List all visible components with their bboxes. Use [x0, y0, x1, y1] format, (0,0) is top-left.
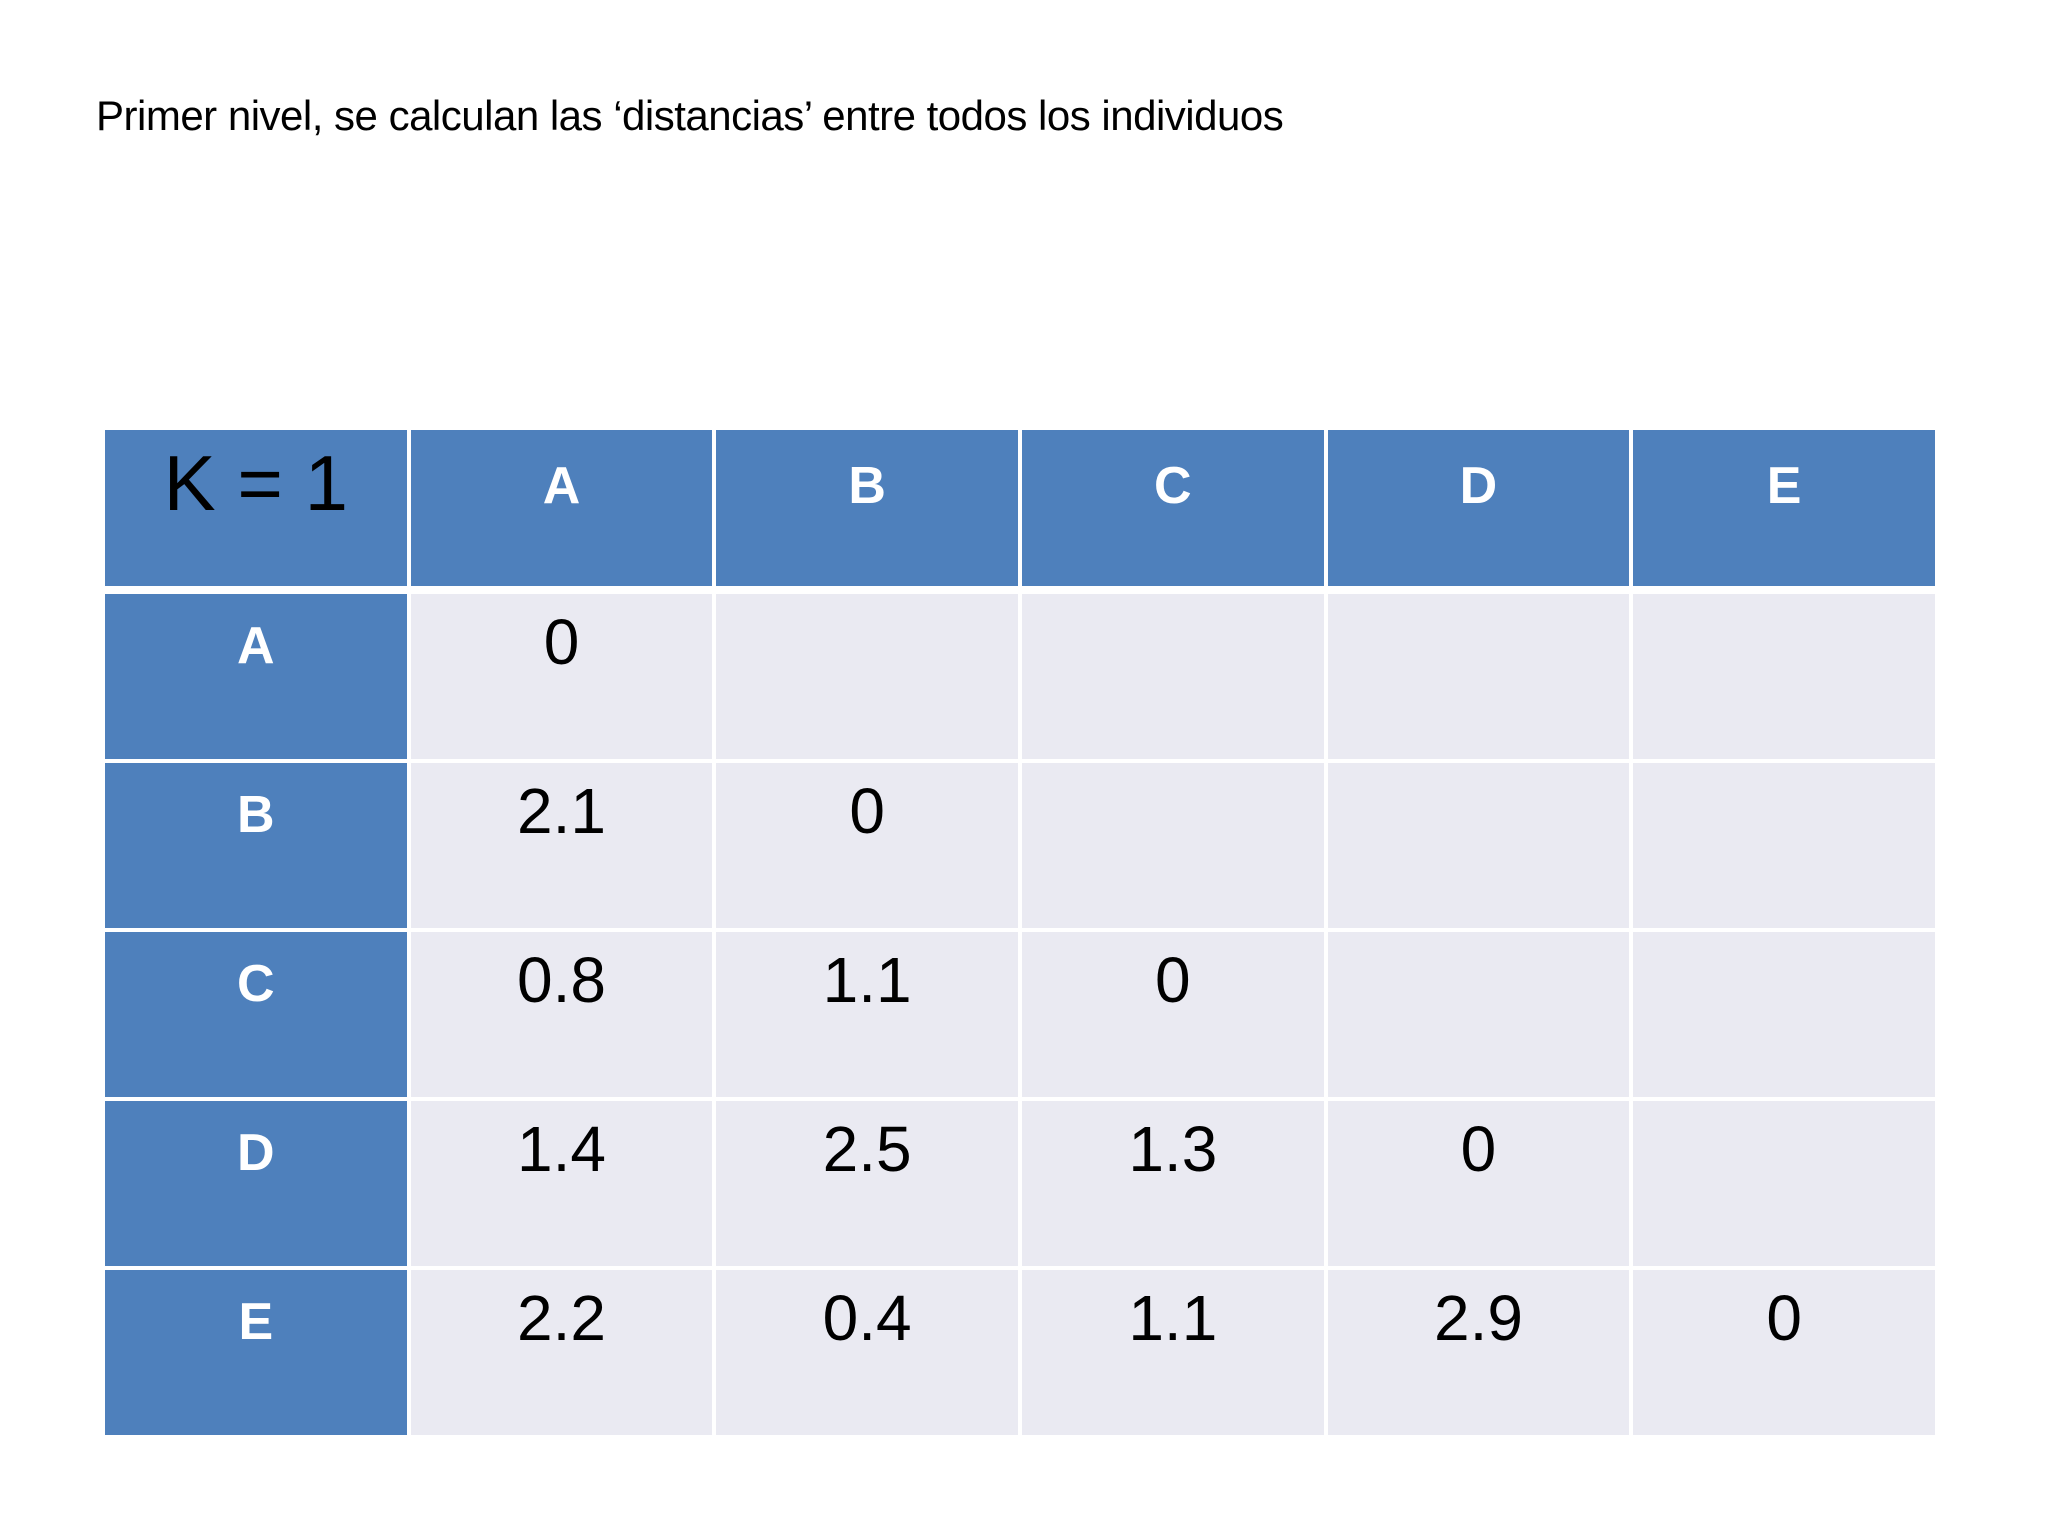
col-header-e: E	[1633, 430, 1935, 590]
distance-cell-b-a: 2.1	[410, 763, 713, 928]
distance-matrix-table: K = 1 A B C D E A 0 B 2.1 0	[101, 426, 1939, 1439]
row-label-d: D	[105, 1101, 407, 1266]
col-header-d: D	[1327, 430, 1630, 590]
distance-cell-d-c: 1.3	[1021, 1101, 1324, 1266]
distance-cell-a-a: 0	[410, 594, 713, 759]
distance-cell-e-a: 2.2	[410, 1270, 713, 1435]
distance-cell-c-c: 0	[1021, 932, 1324, 1097]
distance-cell-d-a: 1.4	[410, 1101, 713, 1266]
table-row-a: A 0	[105, 594, 1935, 759]
distance-cell-e-c: 1.1	[1021, 1270, 1324, 1435]
table-row-c: C 0.8 1.1 0	[105, 932, 1935, 1097]
distance-cell-d-d: 0	[1327, 1101, 1630, 1266]
slide-title: Primer nivel, se calculan las ‘distancia…	[96, 92, 1284, 139]
distance-cell-c-e	[1633, 932, 1935, 1097]
col-header-c: C	[1021, 430, 1324, 590]
distance-cell-a-c	[1021, 594, 1324, 759]
row-label-c: C	[105, 932, 407, 1097]
row-label-b: B	[105, 763, 407, 928]
row-label-a: A	[105, 594, 407, 759]
distance-cell-b-b: 0	[716, 763, 1018, 928]
distance-cell-c-d	[1327, 932, 1630, 1097]
distance-cell-d-b: 2.5	[716, 1101, 1018, 1266]
corner-cell-k-value: K = 1	[105, 430, 407, 590]
distance-cell-b-e	[1633, 763, 1935, 928]
table-row-e: E 2.2 0.4 1.1 2.9 0	[105, 1270, 1935, 1435]
distance-cell-e-d: 2.9	[1327, 1270, 1630, 1435]
distance-cell-b-c	[1021, 763, 1324, 928]
distance-cell-c-a: 0.8	[410, 932, 713, 1097]
table-row-b: B 2.1 0	[105, 763, 1935, 928]
distance-cell-e-e: 0	[1633, 1270, 1935, 1435]
distance-cell-c-b: 1.1	[716, 932, 1018, 1097]
distance-cell-e-b: 0.4	[716, 1270, 1018, 1435]
header-row: K = 1 A B C D E	[105, 430, 1935, 590]
distance-cell-a-b	[716, 594, 1018, 759]
col-header-b: B	[716, 430, 1018, 590]
table-row-d: D 1.4 2.5 1.3 0	[105, 1101, 1935, 1266]
col-header-a: A	[410, 430, 713, 590]
row-label-e: E	[105, 1270, 407, 1435]
distance-cell-d-e	[1633, 1101, 1935, 1266]
distance-cell-a-e	[1633, 594, 1935, 759]
distance-cell-a-d	[1327, 594, 1630, 759]
distance-cell-b-d	[1327, 763, 1630, 928]
